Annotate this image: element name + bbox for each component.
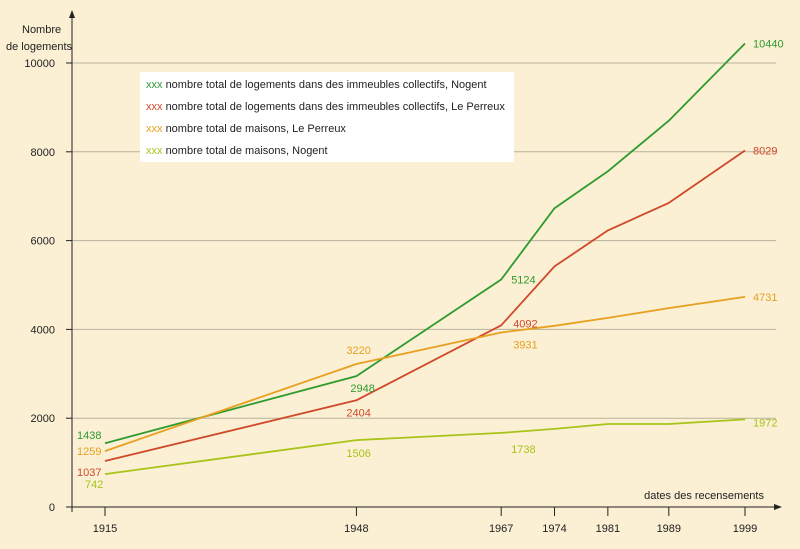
y-tick-label-2000: 2000 bbox=[31, 413, 55, 425]
series-line-0 bbox=[104, 42, 746, 445]
x-tick-label-1915: 1915 bbox=[93, 523, 117, 535]
y-axis-arrow-icon bbox=[69, 10, 75, 18]
legend-marker-1: xxx bbox=[146, 101, 166, 113]
legend-marker-0: xxx bbox=[146, 79, 166, 91]
x-tick-labels: 1915 1948 1967 1974 1981 1989 1999 bbox=[93, 507, 757, 535]
legend-item-1: xxx nombre total de logements dans des i… bbox=[146, 101, 505, 113]
legend-label-3: nombre total de maisons, Nogent bbox=[166, 145, 328, 157]
y-tick-label-8000: 8000 bbox=[31, 147, 55, 159]
data-label-2-1967: 3931 bbox=[513, 339, 537, 351]
x-tick-label-1974: 1974 bbox=[542, 523, 566, 535]
data-label-2-1999: 4731 bbox=[753, 292, 777, 304]
data-labels: 1438 2948 5124 10440 1037 2404 4092 8029 1259 322… bbox=[77, 38, 784, 491]
y-axis-title-line-2: de logements bbox=[6, 41, 73, 53]
axes: Nombre de logements dates des recensemen… bbox=[6, 10, 782, 512]
legend-item-0: xxx nombre total de logements dans des i… bbox=[146, 79, 487, 91]
data-label-3-1948: 1506 bbox=[346, 448, 370, 460]
legend-label-2: nombre total de maisons, Le Perreux bbox=[166, 123, 347, 135]
x-axis-title: dates des recensements bbox=[644, 490, 764, 502]
data-label-0-1948: 2948 bbox=[350, 383, 374, 395]
data-label-3-1967: 1738 bbox=[511, 444, 535, 456]
data-label-2-1915: 1259 bbox=[77, 446, 101, 458]
x-tick-label-1999: 1999 bbox=[733, 523, 757, 535]
y-tick-label-0: 0 bbox=[49, 502, 55, 514]
x-tick-label-1967: 1967 bbox=[489, 523, 513, 535]
y-tick-label-6000: 6000 bbox=[31, 236, 55, 248]
legend-label-0: nombre total de logements dans des immeu… bbox=[166, 79, 487, 91]
legend-item-2: xxx nombre total de maisons, Le Perreux bbox=[146, 123, 346, 135]
x-tick-label-1948: 1948 bbox=[344, 523, 368, 535]
series-line-3 bbox=[104, 418, 746, 475]
data-label-1-1967: 4092 bbox=[513, 318, 537, 330]
series-line-1 bbox=[104, 149, 746, 462]
legend-marker-3: xxx bbox=[146, 145, 166, 157]
data-label-0-1999: 10440 bbox=[753, 38, 784, 50]
x-tick-label-1981: 1981 bbox=[596, 523, 620, 535]
y-tick-label-10000: 10000 bbox=[24, 58, 55, 70]
y-tick-labels: 0 2000 4000 6000 8000 10000 bbox=[24, 58, 72, 514]
data-label-0-1967: 5124 bbox=[511, 274, 535, 286]
data-label-2-1948: 3220 bbox=[346, 345, 370, 357]
x-tick-label-1989: 1989 bbox=[657, 523, 681, 535]
data-label-1-1999: 8029 bbox=[753, 146, 777, 158]
legend-label-1: nombre total de logements dans des immeu… bbox=[166, 101, 506, 113]
legend-item-3: xxx nombre total de maisons, Nogent bbox=[146, 145, 328, 157]
series-lines bbox=[104, 42, 746, 475]
series-line-2 bbox=[104, 296, 746, 452]
y-axis-title-line-1: Nombre bbox=[22, 24, 61, 36]
data-label-3-1999: 1972 bbox=[753, 417, 777, 429]
data-label-1-1915: 1037 bbox=[77, 467, 101, 479]
legend-box bbox=[140, 72, 514, 162]
data-label-0-1915: 1438 bbox=[77, 430, 101, 442]
legend: xxx nombre total de logements dans des i… bbox=[140, 72, 514, 162]
data-label-1-1948: 2404 bbox=[346, 407, 370, 419]
x-axis-arrow-icon bbox=[774, 504, 782, 510]
data-label-3-1915: 742 bbox=[85, 479, 103, 491]
legend-marker-2: xxx bbox=[146, 123, 166, 135]
y-tick-label-4000: 4000 bbox=[31, 324, 55, 336]
